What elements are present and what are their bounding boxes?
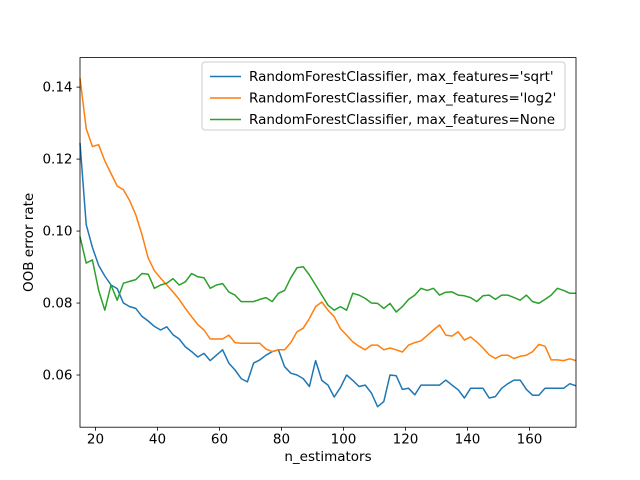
- series-line-sqrt: [79, 142, 577, 408]
- plot-area: 20 40 60 80 100 120 140 160 0.06 0.08 0.10 0.12 0.14: [42, 57, 577, 448]
- x-tick-label: 120: [393, 432, 419, 448]
- x-tick-label: 20: [87, 432, 104, 448]
- y-tick-label: 0.12: [42, 151, 72, 167]
- series-line-none: [79, 236, 576, 313]
- x-tick-label: 80: [273, 432, 290, 448]
- axes-frame: [79, 57, 577, 428]
- x-axis-label: n_estimators: [284, 449, 371, 465]
- legend: RandomForestClassifier, max_features='sq…: [201, 61, 566, 131]
- y-axis-label: OOB error rate: [21, 193, 37, 292]
- y-tick-label: 0.06: [42, 367, 72, 383]
- y-tick-label: 0.08: [42, 295, 72, 311]
- x-tick-label: 40: [149, 432, 166, 448]
- y-tick-label: 0.10: [42, 223, 72, 239]
- x-tick-label: 100: [331, 432, 357, 448]
- legend-item-label: RandomForestClassifier, max_features=Non…: [249, 112, 555, 128]
- legend-frame: [201, 61, 566, 131]
- y-tick-label: 0.14: [42, 80, 72, 96]
- x-tick-label: 140: [455, 432, 481, 448]
- legend-item-label: RandomForestClassifier, max_features='sq…: [249, 69, 554, 85]
- x-tick-label: 60: [211, 432, 228, 448]
- x-tick-label: 160: [517, 432, 543, 448]
- series-line-log2: [79, 78, 577, 362]
- legend-item-label: RandomForestClassifier, max_features='lo…: [249, 90, 556, 106]
